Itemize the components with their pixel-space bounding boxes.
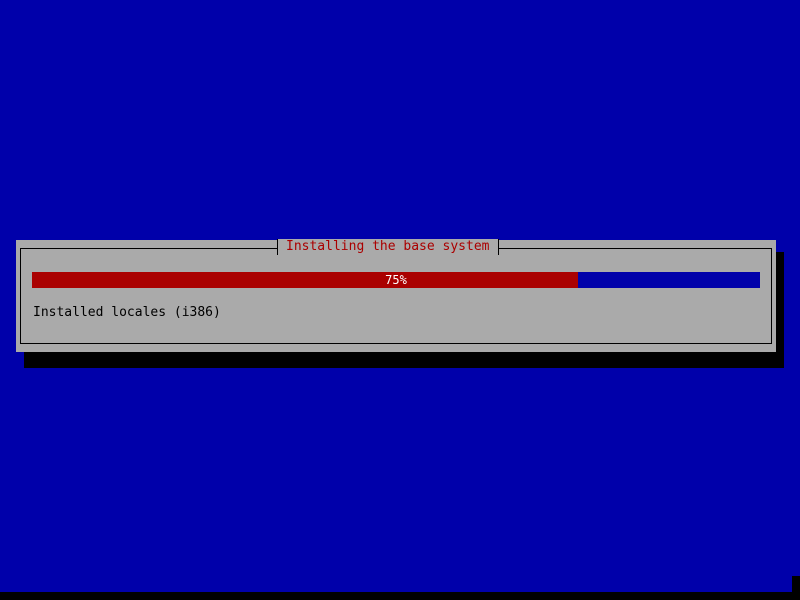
screen-bottom-shadow: [0, 592, 800, 600]
progress-percent: 75%: [385, 273, 407, 287]
progress-dialog: Installing the base system 75% Installed…: [16, 239, 776, 352]
dialog-frame: [20, 248, 772, 344]
progress-bar: 75%: [32, 272, 760, 288]
dialog-title: Installing the base system: [277, 239, 499, 255]
progress-status-text: Installed locales (i386): [33, 305, 221, 320]
screen-corner-shadow: [792, 576, 800, 600]
progress-fill: [32, 272, 578, 288]
